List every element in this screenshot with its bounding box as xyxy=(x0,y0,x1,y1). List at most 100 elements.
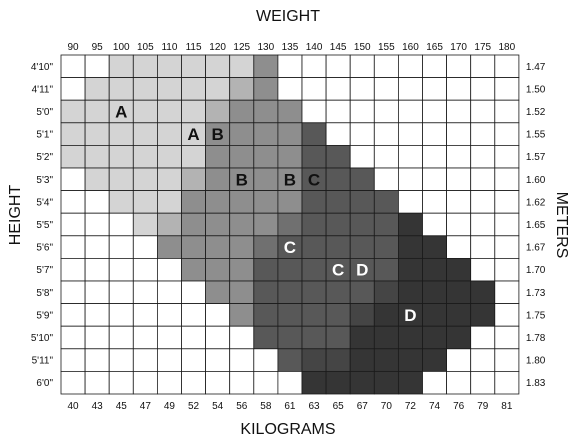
grid-cell xyxy=(277,348,303,372)
grid-cell xyxy=(253,167,279,192)
y-tick-left: 4'10" xyxy=(31,62,54,73)
grid-cell xyxy=(229,280,255,305)
grid-cell xyxy=(132,144,158,169)
grid-cell xyxy=(446,257,472,282)
y-tick-left: 5'0" xyxy=(36,107,53,118)
grid-cell xyxy=(108,370,134,395)
grid-cell xyxy=(181,99,207,124)
y-tick-right: 1.70 xyxy=(526,265,546,276)
x-tick-bottom: 61 xyxy=(284,401,296,412)
grid-cell xyxy=(446,370,472,395)
x-tick-top: 125 xyxy=(233,42,250,53)
grid-cell xyxy=(277,144,303,169)
grid-cell xyxy=(253,280,279,305)
grid-cell xyxy=(301,370,327,395)
y-tick-right: 1.65 xyxy=(526,220,546,231)
grid-cell xyxy=(229,257,255,282)
grid-cell xyxy=(422,303,448,327)
grid-cell xyxy=(422,325,448,350)
grid-cell xyxy=(277,99,303,124)
grid-cell xyxy=(494,303,520,327)
grid-cells xyxy=(60,54,520,395)
grid-cell xyxy=(470,348,496,372)
grid-cell xyxy=(156,280,182,305)
grid-cell xyxy=(397,190,423,214)
grid-cell xyxy=(60,280,86,305)
grid-cell xyxy=(132,190,158,214)
grid-cell xyxy=(494,257,520,282)
zone-label-a: A xyxy=(187,125,199,144)
grid-cell xyxy=(253,212,279,237)
grid-cell xyxy=(277,122,303,146)
grid-cell xyxy=(470,167,496,192)
zone-label-b: B xyxy=(212,125,224,144)
grid-cell xyxy=(470,212,496,237)
grid-cell xyxy=(181,235,207,259)
grid-cell xyxy=(373,212,399,237)
grid-cell xyxy=(60,144,86,169)
x-tick-bottom: 67 xyxy=(357,401,369,412)
grid-cell xyxy=(397,235,423,259)
y-tick-left: 5'2" xyxy=(36,152,53,163)
grid-cell xyxy=(253,99,279,124)
x-tick-top: 90 xyxy=(67,42,79,53)
grid-cell xyxy=(301,144,327,169)
grid-cell xyxy=(132,348,158,372)
grid-cell xyxy=(325,167,351,192)
grid-cell xyxy=(181,54,207,79)
x-tick-top: 100 xyxy=(113,42,130,53)
grid-cell xyxy=(60,325,86,350)
grid-cell xyxy=(156,167,182,192)
grid-cell xyxy=(181,280,207,305)
grid-cell xyxy=(277,77,303,101)
grid-cell xyxy=(325,190,351,214)
grid-cell xyxy=(84,144,110,169)
grid-cell xyxy=(84,122,110,146)
x-tick-top: 95 xyxy=(92,42,104,53)
grid-cell xyxy=(349,348,375,372)
grid-cell xyxy=(422,348,448,372)
grid-cell xyxy=(470,54,496,79)
grid-cell xyxy=(84,348,110,372)
x-tick-bottom: 49 xyxy=(164,401,176,412)
grid-cell xyxy=(422,54,448,79)
grid-cell xyxy=(277,303,303,327)
grid-cell xyxy=(446,99,472,124)
grid-cell xyxy=(60,99,86,124)
grid-cell xyxy=(422,77,448,101)
y-tick-right: 1.67 xyxy=(526,243,546,254)
grid-cell xyxy=(156,99,182,124)
grid-cell xyxy=(494,280,520,305)
grid-cell xyxy=(301,303,327,327)
zone-label-d: D xyxy=(356,261,368,280)
y-tick-left: 4'11" xyxy=(32,84,54,95)
tick-labels: 90 95 100 105 110 115 120 125 130 135 140 145 150 155… xyxy=(31,42,546,412)
grid-cell xyxy=(422,99,448,124)
y-tick-right: 1.47 xyxy=(526,62,546,73)
grid-cell xyxy=(470,144,496,169)
grid-cell xyxy=(181,303,207,327)
grid-cell xyxy=(422,167,448,192)
x-tick-top: 135 xyxy=(282,42,299,53)
grid-cell xyxy=(397,257,423,282)
y-axis-title-right: METERS xyxy=(553,192,570,259)
x-tick-top: 105 xyxy=(137,42,154,53)
grid-cell xyxy=(84,167,110,192)
grid-cell xyxy=(181,190,207,214)
zone-label-d: D xyxy=(404,306,416,325)
y-tick-left: 5'7" xyxy=(36,265,53,276)
grid-cell xyxy=(446,190,472,214)
grid-cell xyxy=(325,212,351,237)
grid-cell xyxy=(397,280,423,305)
grid-cell xyxy=(60,257,86,282)
grid-cell xyxy=(446,77,472,101)
y-tick-left: 5'5" xyxy=(36,220,53,231)
grid-cell xyxy=(349,235,375,259)
grid-cell xyxy=(446,235,472,259)
grid-cell xyxy=(84,325,110,350)
x-tick-top: 160 xyxy=(402,42,419,53)
grid-cell xyxy=(181,325,207,350)
grid-cell xyxy=(60,348,86,372)
grid-cell xyxy=(84,280,110,305)
grid-cell xyxy=(156,348,182,372)
